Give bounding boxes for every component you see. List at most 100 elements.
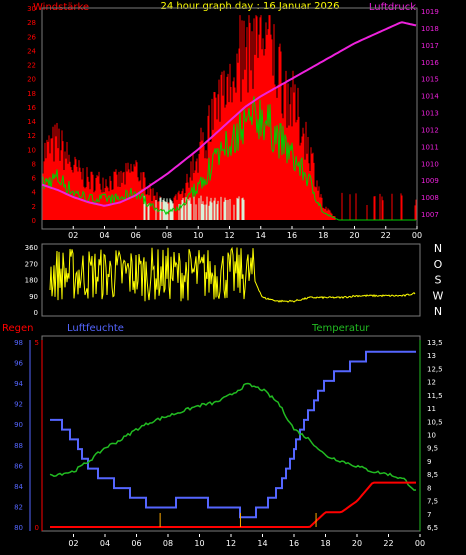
temperature-tick-label: 8,5 [427,471,438,479]
climate-time-label: 14 [257,539,267,548]
wind-time-label: 14 [256,231,266,240]
pressure-tick-label: 1019 [421,8,439,16]
wind-tick-label: 8 [32,160,36,168]
wind-calm-bars [143,195,245,220]
wind-tick-label: 16 [27,104,36,112]
pressure-tick-label: 1007 [421,211,439,219]
temperature-line [49,382,417,491]
wind-time-label: 20 [349,231,359,240]
temperature-tick-label: 9,5 [427,445,438,453]
humidity-tick-label: 96 [14,360,23,368]
chart-title: 24 hour graph day : 16 Januar 2026 [160,1,339,12]
compass-label: O [434,258,443,271]
wind-tick-label: 2 [32,203,36,211]
pressure-tick-label: 1017 [421,42,439,50]
wind-time-label: 22 [381,231,391,240]
climate-time-label: 12 [226,539,236,548]
direction-degree-ticks: 0 90 180 270 360 [25,244,38,317]
climate-time-label: 10 [194,539,204,548]
direction-tick-label: 270 [25,260,38,268]
climate-time-ticks: 02 04 06 08 10 12 14 16 18 20 22 00 [68,534,425,548]
wind-time-ticks: 02 04 06 08 10 12 14 16 18 20 22 00 [68,226,422,240]
wind-time-label: 04 [99,231,109,240]
wind-time-label: 10 [193,231,203,240]
humidity-tick-label: 82 [14,503,23,511]
wind-direction-line [49,246,416,303]
climate-time-label: 00 [415,539,425,548]
temperature-tick-label: 12 [427,379,436,387]
pressure-axis-ticks: 1007 1008 1009 1010 1011 1012 1013 1014 1015 1016… [421,8,439,219]
temperature-tick-label: 7 [427,511,431,519]
climate-time-label: 16 [289,539,299,548]
direction-tick-label: 180 [25,277,38,285]
climate-time-label: 08 [163,539,173,548]
humidity-tick-label: 80 [14,524,23,532]
compass-label: N [434,242,442,255]
rain-tick-label: 5 [35,339,39,347]
temperature-tick-label: 13 [427,352,436,360]
temperature-tick-label: 11,5 [427,392,443,400]
direction-tick-label: 0 [34,309,38,317]
humidity-tick-label: 84 [14,483,23,491]
climate-time-label: 22 [383,539,393,548]
wind-tick-label: 28 [27,19,36,27]
wind-tick-label: 22 [27,62,36,70]
pressure-tick-label: 1016 [421,59,439,67]
pressure-tick-label: 1013 [421,110,439,118]
temperature-axis-ticks: 6,5 7 7,5 8 8,5 9 9,5 10 10,5 11 11,5 12 12,5 13 13,5 [427,339,443,532]
pressure-tick-label: 1014 [421,93,439,101]
direction-tick-label: 360 [25,244,38,252]
humidity-line [50,350,416,519]
pressure-tick-label: 1011 [421,143,439,151]
wind-tick-label: 18 [27,90,36,98]
wind-time-label: 08 [162,231,172,240]
wind-time-label: 16 [287,231,297,240]
climate-time-label: 06 [131,539,141,548]
wind-tick-label: 24 [27,47,36,55]
wind-tick-label: 12 [27,132,36,140]
temperature-tick-label: 10 [427,432,436,440]
temperature-tick-label: 9 [427,458,431,466]
wind-tick-label: 10 [27,146,36,154]
wind-average-line [42,96,416,221]
wind-time-label: 18 [318,231,328,240]
temperature-tick-label: 6,5 [427,524,438,532]
compass-label: N [434,305,442,318]
rain-tick-label: 0 [35,524,39,532]
wind-time-label: 02 [68,231,78,240]
wind-gust-bars [42,15,417,220]
rain-event-marks [159,513,317,527]
climate-time-label: 20 [352,539,362,548]
temperature-tick-label: 8 [427,484,431,492]
humidity-tick-label: 94 [14,380,23,388]
wind-tick-label: 20 [27,76,36,84]
rain-axis-label: Regen [2,323,34,334]
climate-time-label: 18 [320,539,330,548]
climate-panel-frame [41,335,421,532]
direction-tick-label: 90 [29,293,38,301]
wind-time-label: 12 [224,231,234,240]
direction-panel-frame [41,243,421,317]
humidity-axis-label: Luftfeuchte [67,323,124,334]
humidity-tick-label: 88 [14,442,23,450]
compass-label: W [433,289,444,302]
wind-time-label: 00 [412,231,422,240]
temperature-tick-label: 13,5 [427,339,443,347]
wind-time-label: 06 [131,231,141,240]
wind-tick-label: 6 [32,175,37,183]
temperature-tick-label: 7,5 [427,498,438,506]
wind-tick-label: 14 [27,118,36,126]
temperature-tick-label: 11 [427,405,436,413]
wind-tick-label: 26 [27,33,36,41]
temperature-tick-label: 10,5 [427,418,443,426]
pressure-tick-label: 1009 [421,177,439,185]
rain-line [50,481,416,528]
pressure-tick-label: 1010 [421,160,439,168]
humidity-tick-label: 92 [14,401,23,409]
humidity-tick-label: 90 [14,421,23,429]
humidity-tick-label: 98 [14,339,23,347]
pressure-line [41,21,417,207]
humidity-tick-label: 86 [14,462,23,470]
